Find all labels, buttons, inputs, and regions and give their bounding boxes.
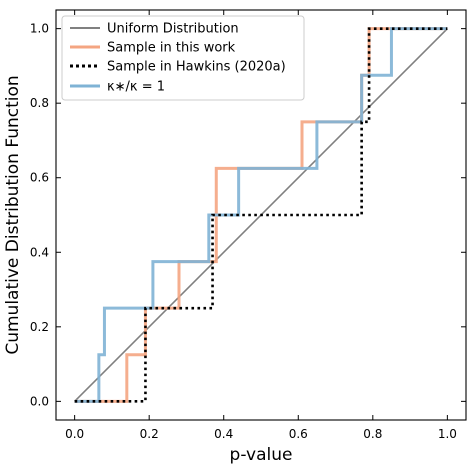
legend-label-uniform: Uniform Distribution: [107, 22, 239, 37]
x-tick-label: 0.2: [140, 427, 159, 441]
y-tick-label: 0.6: [30, 171, 49, 185]
legend-label-this-work: Sample in this work: [107, 41, 236, 56]
legend-label-kappa: κ∗/κ = 1: [107, 80, 165, 95]
x-tick-label: 0.4: [214, 427, 233, 441]
legend: Uniform Distribution Sample in this work…: [61, 15, 305, 101]
y-tick-label: 0.2: [30, 320, 49, 334]
legend-label-hawkins: Sample in Hawkins (2020a): [107, 60, 286, 75]
y-tick-label: 1.0: [30, 22, 49, 36]
y-tick-label: 0.4: [30, 245, 49, 259]
legend-frame: [61, 15, 305, 101]
x-axis-label: p-value: [230, 445, 293, 465]
x-tick-label: 0.6: [289, 427, 308, 441]
series-line-kappa: [74, 27, 448, 403]
series-line-hawkins: [74, 27, 448, 403]
ticks-layer: 0.0 0.2 0.4 0.6 0.8 1.0 0.0 0.2 0.4 0.6 0.8 1.0: [30, 10, 466, 441]
y-tick-label: 0.8: [30, 96, 49, 110]
y-axis-label: Cumulative Distribution Function: [3, 75, 23, 354]
series-layer: [74, 27, 448, 403]
y-tick-label: 0.0: [30, 394, 49, 408]
x-tick-label: 1.0: [438, 427, 457, 441]
x-tick-label: 0.0: [65, 427, 84, 441]
x-tick-label: 0.8: [363, 427, 382, 441]
plot-frame: [55, 9, 467, 421]
